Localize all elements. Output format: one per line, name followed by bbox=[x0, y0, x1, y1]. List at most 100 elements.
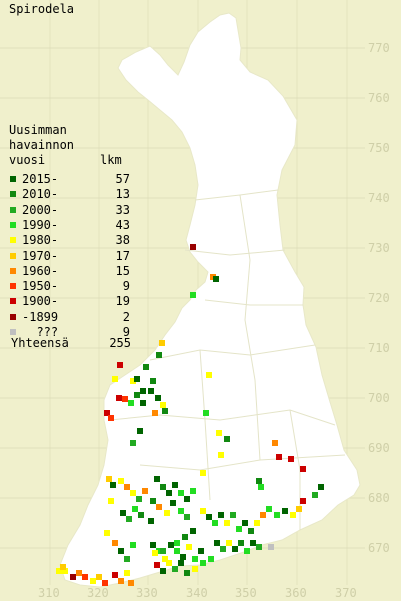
legend-entry-label: 2010- bbox=[22, 187, 59, 202]
northing-label: 730 bbox=[368, 241, 390, 255]
legend-swatch bbox=[10, 237, 16, 244]
easting-label: 360 bbox=[285, 586, 307, 600]
northing-label: 690 bbox=[368, 441, 390, 455]
occurrence-square bbox=[96, 574, 102, 580]
legend-entry: ??? 9 bbox=[10, 325, 130, 340]
legend-swatch bbox=[10, 313, 16, 320]
easting-label: 350 bbox=[235, 586, 257, 600]
occurrence-square bbox=[174, 548, 180, 554]
legend-entry-count: 9 bbox=[122, 279, 130, 294]
occurrence-square bbox=[128, 400, 134, 406]
occurrence-square bbox=[136, 496, 142, 502]
legend-entry: 1960- 15 bbox=[10, 264, 130, 279]
occurrence-square bbox=[212, 520, 218, 526]
legend-entry: 1990- 43 bbox=[10, 218, 130, 233]
legend-entry-label: 1960- bbox=[22, 263, 59, 278]
occurrence-square bbox=[116, 395, 122, 401]
occurrence-square bbox=[150, 542, 156, 548]
northing-label: 750 bbox=[368, 141, 390, 155]
occurrence-square bbox=[206, 514, 212, 520]
occurrence-square bbox=[206, 372, 212, 378]
occurrence-square bbox=[208, 556, 214, 562]
occurrence-square bbox=[180, 554, 186, 560]
occurrence-square bbox=[106, 476, 112, 482]
occurrence-square bbox=[164, 510, 170, 516]
occurrence-square bbox=[260, 512, 266, 518]
occurrence-square bbox=[160, 568, 166, 574]
occurrence-square bbox=[108, 415, 114, 421]
occurrence-square bbox=[166, 490, 172, 496]
occurrence-square bbox=[124, 484, 130, 490]
occurrence-square bbox=[238, 540, 244, 546]
easting-label: 330 bbox=[136, 586, 158, 600]
occurrence-square bbox=[160, 548, 166, 554]
occurrence-square bbox=[162, 556, 168, 562]
legend-entry: 2000- 33 bbox=[10, 203, 130, 218]
occurrence-square bbox=[124, 570, 130, 576]
occurrence-square bbox=[200, 560, 206, 566]
legend-entry-label: 1980- bbox=[22, 233, 59, 248]
legend-entry-label: 1950- bbox=[22, 279, 59, 294]
legend-entry-label: -1899 bbox=[22, 309, 59, 324]
occurrence-square bbox=[226, 540, 232, 546]
occurrence-square bbox=[224, 520, 230, 526]
legend-entry: 1900- 19 bbox=[10, 294, 130, 309]
occurrence-square bbox=[160, 484, 166, 490]
occurrence-square bbox=[190, 488, 196, 494]
legend-entry-label: 2015- bbox=[22, 172, 59, 186]
northing-label: 680 bbox=[368, 491, 390, 505]
legend-heading-line-1: Uusimman bbox=[9, 123, 67, 137]
northing-label: 700 bbox=[368, 391, 390, 405]
occurrence-square bbox=[272, 440, 278, 446]
legend-total-label: Yhteensä bbox=[11, 336, 69, 350]
occurrence-square bbox=[250, 540, 256, 546]
legend-swatch bbox=[10, 252, 16, 259]
occurrence-square bbox=[112, 572, 118, 578]
occurrence-square bbox=[192, 566, 198, 572]
legend-entry-count: 15 bbox=[115, 263, 130, 278]
occurrence-square bbox=[128, 580, 134, 586]
occurrence-square bbox=[178, 560, 184, 566]
occurrence-square bbox=[200, 470, 206, 476]
occurrence-square bbox=[178, 490, 184, 496]
occurrence-square bbox=[152, 550, 158, 556]
occurrence-square bbox=[166, 560, 172, 566]
occurrence-square bbox=[244, 548, 250, 554]
occurrence-square bbox=[162, 408, 168, 414]
occurrence-square bbox=[150, 378, 156, 384]
map-title: Spirodela bbox=[9, 2, 75, 16]
legend-swatch bbox=[10, 329, 16, 335]
occurrence-square bbox=[108, 498, 114, 504]
occurrence-square bbox=[230, 512, 236, 518]
occurrence-square bbox=[268, 544, 274, 550]
occurrence-square bbox=[170, 500, 176, 506]
occurrence-square bbox=[300, 466, 306, 472]
occurrence-square bbox=[282, 508, 288, 514]
occurrence-square bbox=[76, 570, 82, 576]
legend-entry: -1899 2 bbox=[10, 310, 130, 325]
occurrence-square bbox=[90, 578, 96, 584]
occurrence-square bbox=[156, 504, 162, 510]
occurrence-square bbox=[82, 574, 88, 580]
legend-swatch bbox=[10, 191, 16, 198]
occurrence-square bbox=[112, 540, 118, 546]
occurrence-square bbox=[134, 376, 140, 382]
occurrence-square bbox=[150, 498, 156, 504]
occurrence-square bbox=[124, 556, 130, 562]
northing-label: 770 bbox=[368, 41, 390, 55]
occurrence-square bbox=[159, 340, 165, 346]
occurrence-square bbox=[182, 534, 188, 540]
occurrence-square bbox=[274, 512, 280, 518]
occurrence-square bbox=[198, 548, 204, 554]
occurrence-square bbox=[216, 430, 222, 436]
legend-swatch bbox=[10, 221, 16, 228]
occurrence-square bbox=[290, 512, 296, 518]
easting-label: 340 bbox=[186, 586, 208, 600]
occurrence-square bbox=[62, 568, 68, 574]
occurrence-square bbox=[156, 548, 162, 554]
occurrence-square bbox=[174, 540, 180, 546]
occurrence-square bbox=[122, 396, 128, 402]
occurrence-square bbox=[143, 364, 149, 370]
occurrence-square bbox=[104, 410, 110, 416]
